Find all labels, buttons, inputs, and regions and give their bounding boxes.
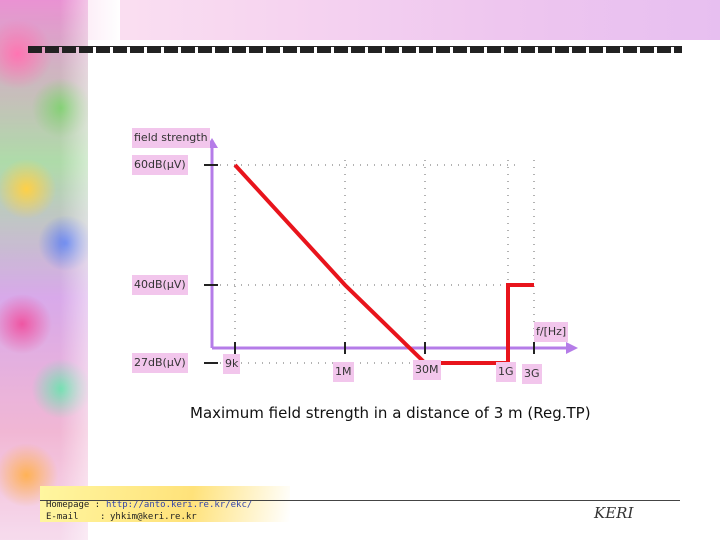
footer-rule [40,500,680,501]
email-label: E-mail [46,512,79,522]
x-tick-label-2: 30M [413,360,441,380]
x-axis-arrow [566,342,578,354]
header-dashed-rule [28,46,682,53]
x-tick-label-0: 9k [223,354,241,374]
x-tick-label-3: 1G [496,362,516,382]
left-decoration-fade [60,0,120,540]
chart-title: Maximum field strength in a distance of … [190,404,591,422]
y-tick-label-1: 40dB(µV) [132,275,188,295]
x-tick-label-4: 3G [522,364,542,384]
x-axis-label: f/[Hz] [534,322,569,342]
homepage-link[interactable]: http://anto.keri.re.kr/ekc/ [106,500,253,510]
x-tick-label-1: 1M [333,362,354,382]
email-separator: : [100,512,106,522]
y-tick-label-2: 27dB(µV) [132,353,188,373]
keri-logo-text: KERI [594,504,634,522]
email-value[interactable]: yhkim@keri.re.kr [110,512,197,522]
footer-band [40,486,290,522]
y-axis-label: field strength [132,128,210,148]
y-tick-label-0: 60dB(µV) [132,155,188,175]
homepage-label: Homepage : [46,500,101,510]
series-line-0 [233,163,534,365]
top-background [0,0,720,40]
